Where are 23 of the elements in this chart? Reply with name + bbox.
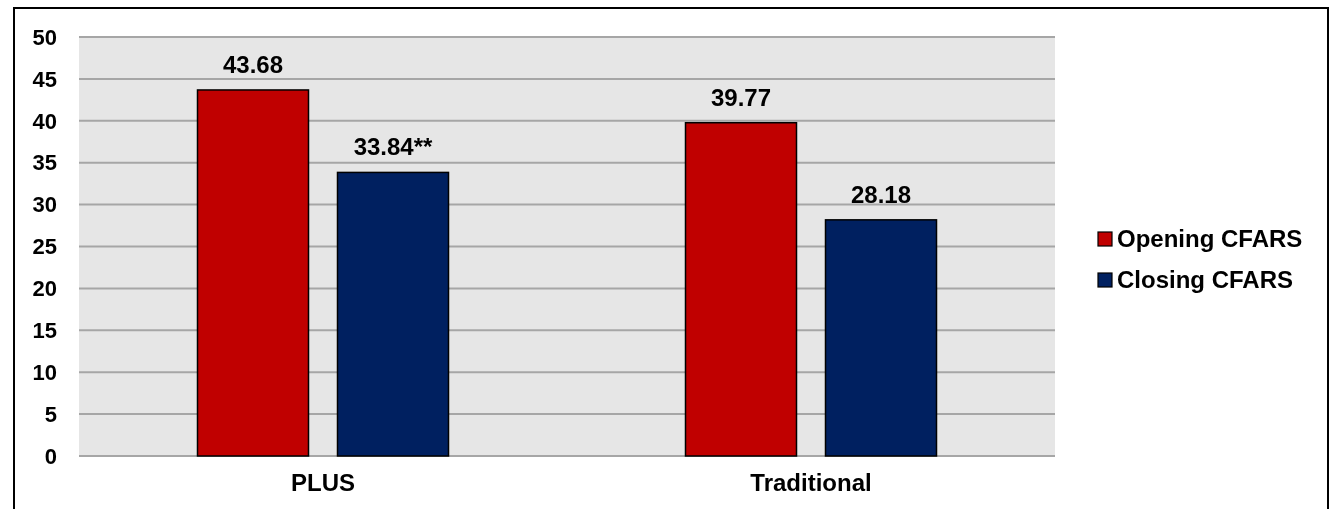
y-tick-label: 30 — [32, 192, 57, 218]
legend-label: Opening CFARS — [1117, 225, 1303, 253]
x-tick-label: PLUS — [290, 469, 356, 496]
bar — [336, 171, 450, 457]
legend-label: Closing CFARS — [1117, 266, 1294, 294]
bar — [824, 219, 938, 457]
data-label: 33.84** — [353, 133, 434, 161]
y-tick-label: 0 — [44, 443, 57, 469]
data-label: 28.18 — [850, 180, 912, 208]
y-tick-label: 20 — [32, 276, 57, 302]
y-tick-label: 40 — [32, 108, 57, 134]
data-label: 39.77 — [710, 83, 772, 111]
x-tick-label: Traditional — [750, 469, 872, 496]
bar — [196, 89, 310, 457]
y-tick-label: 50 — [32, 24, 57, 50]
y-tick-label: 5 — [44, 401, 57, 427]
y-tick-label: 25 — [32, 234, 57, 260]
bar — [684, 121, 798, 457]
y-tick-label: 45 — [32, 66, 57, 92]
y-tick-label: 10 — [32, 359, 57, 385]
y-tick-label: 15 — [32, 318, 57, 343]
data-label: 43.68 — [222, 50, 284, 78]
y-tick-label: 35 — [32, 150, 57, 176]
